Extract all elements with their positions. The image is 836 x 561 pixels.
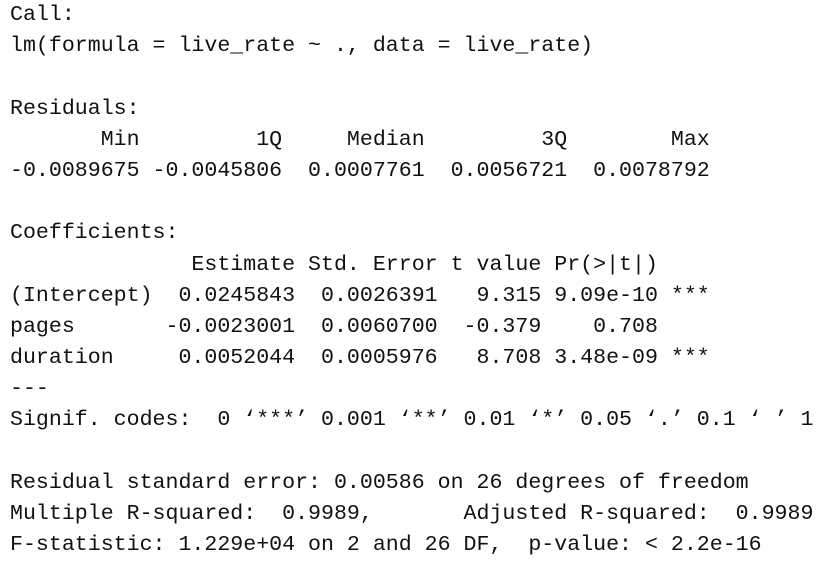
text-line: Call: [10,3,75,27]
text-line: --- [10,377,49,402]
blank-line [10,187,836,218]
table-row: pages -0.0023001 0.0060700 -0.379 0.708 [10,314,658,339]
text-line: Multiple R-squared: 0.9989, Adjusted R-s… [10,502,827,526]
table-row: duration 0.0052044 0.0005976 8.708 3.48e… [10,346,710,371]
text-line: Min 1Q Median 3Q Max [10,127,710,152]
text-line: Residual standard error: 0.00586 on 26 d… [10,470,749,495]
text-line: Coefficients: [10,221,179,246]
text-line: Signif. codes: 0 ‘***’ 0.001 ‘**’ 0.01 ‘… [10,408,814,433]
blank-line [10,62,836,93]
text-line: Residuals: [10,96,140,121]
text-line: Estimate Std. Error t value Pr(>|t|) [10,252,658,277]
text-line: F-statistic: 1.229e+04 on 2 and 26 DF, p… [10,533,762,558]
text-line: -0.0089675 -0.0045806 0.0007761 0.005672… [10,158,710,183]
text-line: lm(formula = live_rate ~ ., data = live_… [10,34,594,59]
table-row: (Intercept) 0.0245843 0.0026391 9.315 9.… [10,283,710,308]
blank-line [10,437,836,468]
